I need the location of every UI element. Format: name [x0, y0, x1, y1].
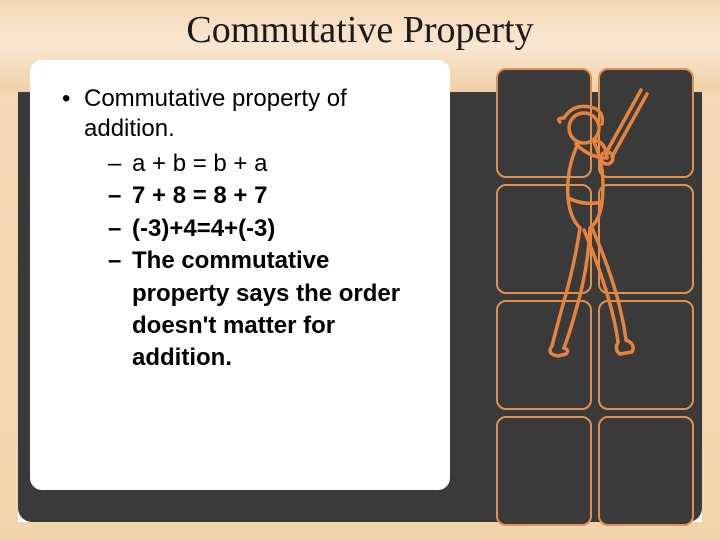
grid-cell	[496, 68, 592, 178]
sub-item-text: a + b = b + a	[132, 150, 267, 177]
grid-cell	[598, 68, 694, 178]
sub-item: 7 + 8 = 8 + 7	[108, 180, 430, 212]
grid-cell	[598, 184, 694, 294]
content-card: Commutative property of addition. a + b …	[30, 60, 450, 490]
sub-item-text: 7 + 8 = 8 + 7	[132, 182, 267, 209]
grid-cell	[496, 416, 592, 526]
sub-item-text: The commutative property says the order …	[132, 247, 400, 371]
grid-cell	[598, 300, 694, 410]
slide-title: Commutative Property	[0, 8, 720, 52]
sub-item: (-3)+4=4+(-3)	[108, 213, 430, 245]
grid-cell	[496, 300, 592, 410]
grid-cell	[496, 184, 592, 294]
main-bullet: Commutative property of addition. a + b …	[58, 84, 430, 375]
main-bullet-text: Commutative property of addition.	[84, 85, 347, 142]
sub-item-text: (-3)+4=4+(-3)	[132, 215, 275, 242]
sub-item: a + b = b + a	[108, 148, 430, 180]
decorative-grid	[496, 68, 694, 526]
sub-item: The commutative property says the order …	[108, 245, 430, 375]
grid-cell	[598, 416, 694, 526]
sub-list: a + b = b + a 7 + 8 = 8 + 7 (-3)+4=4+(-3…	[84, 148, 430, 375]
